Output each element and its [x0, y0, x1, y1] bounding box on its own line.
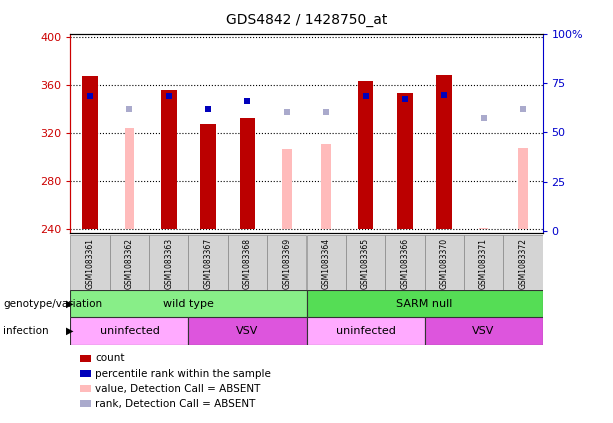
- Text: genotype/variation: genotype/variation: [3, 299, 102, 308]
- Text: GSM1083367: GSM1083367: [204, 238, 213, 288]
- Text: SARM null: SARM null: [397, 299, 452, 308]
- Bar: [306, 290, 543, 317]
- Bar: [346, 235, 385, 290]
- Bar: [424, 235, 464, 290]
- Text: GSM1083368: GSM1083368: [243, 238, 252, 288]
- Text: ▶: ▶: [66, 299, 74, 308]
- Bar: [228, 235, 267, 290]
- Bar: [70, 235, 110, 290]
- Bar: [189, 317, 306, 345]
- Text: VSV: VSV: [236, 326, 259, 336]
- Bar: [70, 317, 189, 345]
- Bar: [267, 235, 306, 290]
- Text: GSM1083372: GSM1083372: [519, 238, 527, 288]
- Bar: [161, 90, 177, 229]
- Text: GSM1083370: GSM1083370: [440, 238, 449, 288]
- Bar: [149, 235, 189, 290]
- Bar: [110, 235, 149, 290]
- Bar: [503, 235, 543, 290]
- Text: GSM1083365: GSM1083365: [361, 238, 370, 288]
- Bar: [357, 80, 373, 229]
- Bar: [306, 317, 424, 345]
- Text: GSM1083366: GSM1083366: [400, 238, 409, 288]
- Text: percentile rank within the sample: percentile rank within the sample: [95, 368, 271, 379]
- Bar: [70, 290, 306, 317]
- Bar: [479, 228, 489, 229]
- Text: GSM1083363: GSM1083363: [164, 238, 173, 288]
- Bar: [321, 144, 331, 229]
- Text: GSM1083362: GSM1083362: [125, 238, 134, 288]
- Bar: [189, 235, 228, 290]
- Bar: [436, 74, 452, 229]
- Bar: [306, 235, 346, 290]
- Bar: [464, 235, 503, 290]
- Text: VSV: VSV: [472, 326, 495, 336]
- Bar: [424, 317, 543, 345]
- Bar: [200, 124, 216, 229]
- Text: count: count: [95, 354, 124, 363]
- Bar: [518, 148, 528, 229]
- Text: value, Detection Call = ABSENT: value, Detection Call = ABSENT: [95, 384, 261, 393]
- Text: GSM1083371: GSM1083371: [479, 238, 488, 288]
- Text: rank, Detection Call = ABSENT: rank, Detection Call = ABSENT: [95, 398, 256, 409]
- Text: uninfected: uninfected: [335, 326, 395, 336]
- Text: wild type: wild type: [163, 299, 214, 308]
- Bar: [385, 235, 424, 290]
- Text: ▶: ▶: [66, 326, 74, 336]
- Bar: [82, 76, 98, 229]
- Text: GDS4842 / 1428750_at: GDS4842 / 1428750_at: [226, 13, 387, 27]
- Bar: [397, 93, 413, 229]
- Text: GSM1083361: GSM1083361: [86, 238, 94, 288]
- Text: uninfected: uninfected: [99, 326, 159, 336]
- Bar: [240, 118, 256, 229]
- Text: GSM1083369: GSM1083369: [283, 238, 291, 288]
- Bar: [124, 129, 134, 229]
- Bar: [282, 149, 292, 229]
- Text: infection: infection: [3, 326, 48, 336]
- Text: GSM1083364: GSM1083364: [322, 238, 330, 288]
